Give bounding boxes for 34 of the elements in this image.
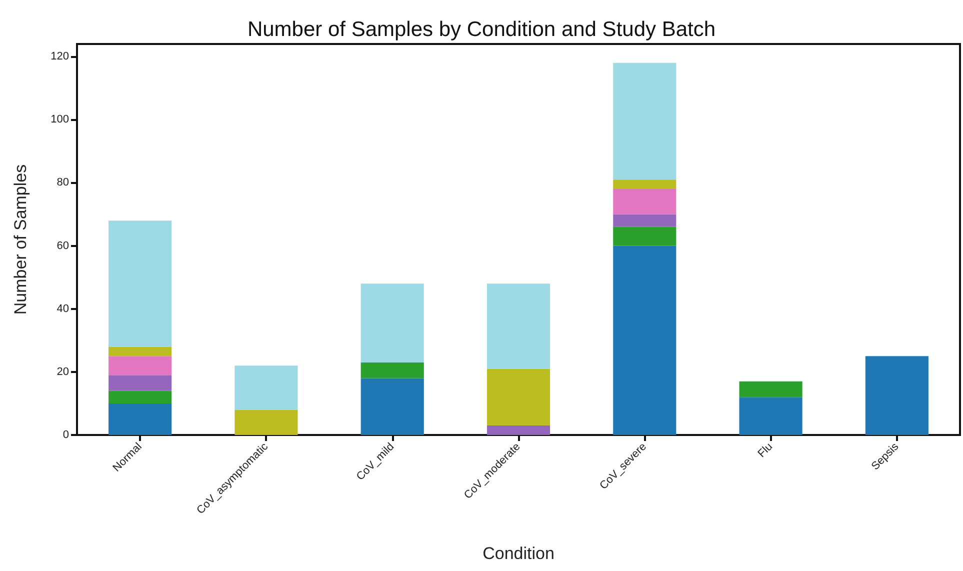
bar: [613, 62, 676, 180]
y-tick-label: 60: [56, 240, 69, 252]
bar: [613, 180, 676, 190]
y-tick-label: 40: [56, 302, 69, 315]
bar: [613, 189, 676, 214]
y-tick-label: 0: [62, 429, 69, 441]
bar: [613, 246, 676, 435]
y-tick-label: 20: [56, 366, 69, 378]
chart-title: Number of Samples by Condition and Study Batch: [247, 18, 716, 41]
bar: [486, 284, 550, 369]
y-tick-label: 80: [56, 176, 69, 189]
bar: [613, 226, 676, 246]
y-axis-title: Number of Samples: [11, 164, 30, 315]
bar: [360, 284, 424, 362]
bar: [739, 381, 802, 398]
bar: [486, 426, 550, 435]
x-tick-label: Flu: [756, 440, 776, 460]
x-axis-title: Condition: [482, 544, 554, 563]
bar: [108, 220, 172, 347]
y-tick-label: 120: [50, 50, 69, 63]
y-tick-label: 100: [50, 114, 69, 126]
bar: [360, 362, 424, 378]
bar: [108, 390, 172, 404]
bar: [486, 368, 550, 426]
bar: [108, 375, 172, 391]
bar: [613, 214, 676, 227]
bar: [234, 366, 298, 410]
bar: [234, 410, 298, 435]
bar: [108, 356, 172, 376]
bar: [739, 397, 802, 435]
bar: [865, 356, 928, 435]
bar: [360, 378, 424, 435]
bar: [108, 346, 172, 356]
bar: [108, 403, 172, 435]
